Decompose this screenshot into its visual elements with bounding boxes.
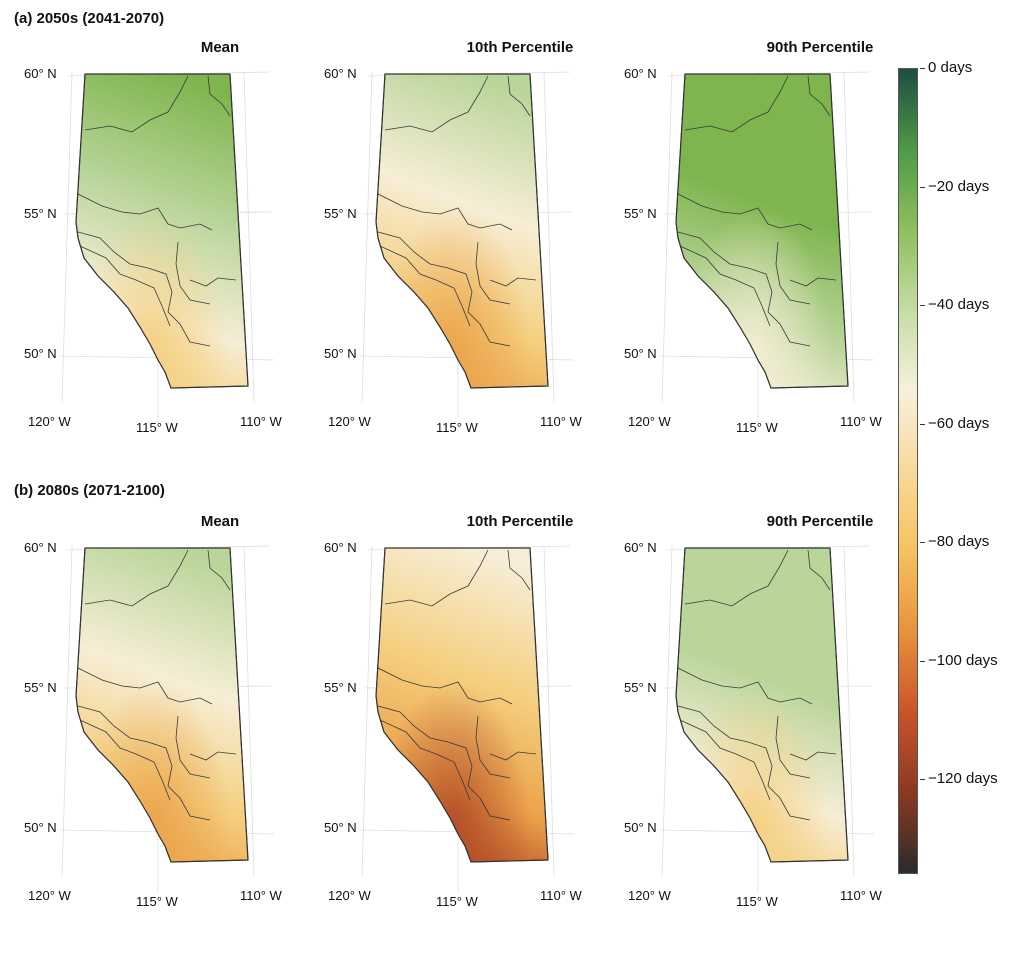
lon-label: 110° W xyxy=(240,414,282,429)
lat-label: 55° N xyxy=(324,206,357,221)
intensity-overlay xyxy=(76,74,248,388)
panel-title: 90th Percentile xyxy=(766,39,874,56)
colorbar-label: −100 days xyxy=(928,651,998,669)
lon-label: 110° W xyxy=(540,414,582,429)
lat-label: 60° N xyxy=(324,66,357,81)
colorbar-tick xyxy=(920,68,925,69)
colorbar xyxy=(898,68,918,874)
lat-label: 60° N xyxy=(24,540,57,555)
panel-title: Mean xyxy=(200,39,240,56)
watershed-boundaries xyxy=(377,549,537,821)
row-title-2080s: (b) 2080s (2071-2100) xyxy=(14,482,165,499)
map-panel-2050s-p90: 90th Percentile 60° N 55° N 50° N 120° W 115… xyxy=(624,39,940,482)
lon-label: 120° W xyxy=(628,414,671,429)
row-title-2050s: (a) 2050s (2041-2070) xyxy=(14,10,165,27)
lat-label: 55° N xyxy=(24,680,57,695)
lon-label: 120° W xyxy=(328,414,371,429)
colorbar-tick xyxy=(920,305,925,307)
panel-title: 10th Percentile xyxy=(466,513,574,530)
panel-title: Mean xyxy=(200,513,240,530)
lon-label: 110° W xyxy=(540,888,582,903)
map-panel-2050s-mean: Mean 60° N 55° N 50° N 120° W 115° W 110° W xyxy=(24,39,340,482)
colorbar-tick xyxy=(920,542,925,544)
lat-label: 60° N xyxy=(624,540,657,555)
map-svg xyxy=(659,545,875,892)
intensity-overlay xyxy=(76,548,248,862)
lon-label: 110° W xyxy=(840,414,882,429)
lat-label: 60° N xyxy=(624,66,657,81)
lon-label: 120° W xyxy=(328,888,371,903)
lon-label: 120° W xyxy=(28,414,71,429)
colorbar-tick xyxy=(920,660,925,662)
figure: (a) 2050s (2041-2070) (b) 2080s (2071-21… xyxy=(14,10,998,909)
colorbar-label: −60 days xyxy=(928,414,990,432)
watershed-boundaries xyxy=(77,549,237,821)
lat-label: 50° N xyxy=(24,820,57,835)
lat-label: 50° N xyxy=(324,346,357,361)
lon-label: 115° W xyxy=(736,420,778,435)
colorbar-label: −40 days xyxy=(928,296,990,314)
lon-label: 115° W xyxy=(436,420,478,435)
watershed-boundaries xyxy=(377,75,537,347)
intensity-overlay xyxy=(676,548,848,862)
lon-label: 115° W xyxy=(136,894,178,909)
colorbar-tick xyxy=(920,423,925,425)
lat-label: 55° N xyxy=(624,206,657,221)
map-panel-2080s-mean: Mean 60° N 55° N 50° N 120° W 115° W 110° W xyxy=(24,513,340,956)
lat-label: 50° N xyxy=(624,346,657,361)
map-svg xyxy=(359,71,575,418)
lon-label: 120° W xyxy=(28,888,71,903)
colorbar-label: −80 days xyxy=(928,533,990,551)
intensity-overlay xyxy=(376,74,548,388)
lat-label: 60° N xyxy=(24,66,57,81)
lon-label: 110° W xyxy=(840,888,882,903)
map-svg xyxy=(359,545,575,892)
intensity-overlay xyxy=(376,548,548,862)
panel-title: 10th Percentile xyxy=(466,39,574,56)
lon-label: 115° W xyxy=(136,420,178,435)
colorbar-label: −120 days xyxy=(928,770,998,788)
colorbar-label: −20 days xyxy=(928,177,990,195)
map-svg xyxy=(59,545,275,892)
lon-label: 115° W xyxy=(436,894,478,909)
colorbar-label: 0 days xyxy=(928,59,973,76)
colorbar-tick xyxy=(920,186,925,188)
lon-label: 120° W xyxy=(628,888,671,903)
map-svg xyxy=(59,71,275,418)
watershed-boundaries xyxy=(77,75,237,347)
map-panel-2080s-p90: 90th Percentile 60° N 55° N 50° N 120° W 115… xyxy=(624,513,940,956)
watershed-boundaries xyxy=(677,75,837,347)
map-panel-2080s-p10: 10th Percentile 60° N 55° N 50° N 120° W 115… xyxy=(324,513,640,956)
panel-title: 90th Percentile xyxy=(766,513,874,530)
lon-label: 110° W xyxy=(240,888,282,903)
lat-label: 50° N xyxy=(324,820,357,835)
lon-label: 115° W xyxy=(736,894,778,909)
intensity-overlay xyxy=(676,74,848,388)
lat-label: 60° N xyxy=(324,540,357,555)
map-svg xyxy=(659,71,875,418)
lat-label: 50° N xyxy=(24,346,57,361)
lat-label: 50° N xyxy=(624,820,657,835)
lat-label: 55° N xyxy=(324,680,357,695)
map-panel-2050s-p10: 10th Percentile 60° N 55° N 50° N 120° W 115… xyxy=(324,39,640,482)
watershed-boundaries xyxy=(677,549,837,821)
lat-label: 55° N xyxy=(24,206,57,221)
lat-label: 55° N xyxy=(624,680,657,695)
colorbar-tick xyxy=(920,779,925,781)
